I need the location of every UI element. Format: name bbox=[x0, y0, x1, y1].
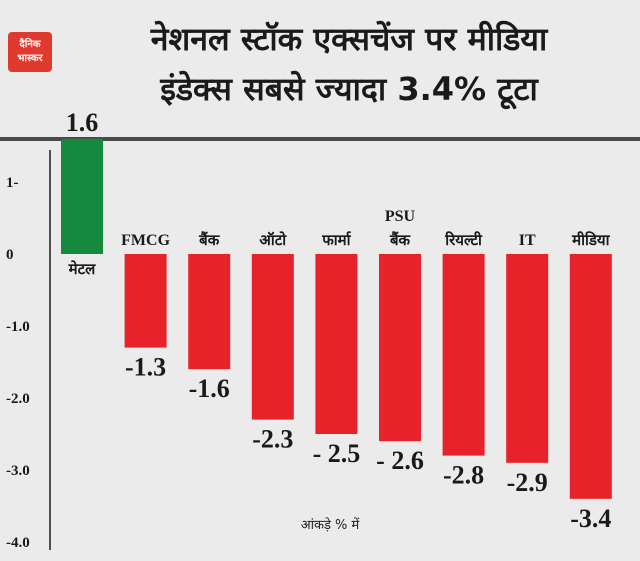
y-tick-label: -2.0 bbox=[6, 391, 30, 407]
bar bbox=[442, 254, 485, 456]
chart-title-line1: नेशनल स्टॉक एक्सचेंज पर मीडिया bbox=[150, 20, 548, 58]
value-label: -1.6 bbox=[189, 374, 230, 403]
chart-title-line2: इंडेक्स सबसे ज्यादा 3.4% टूटा bbox=[160, 70, 538, 108]
value-label: -2.8 bbox=[443, 461, 484, 490]
brand-logo: दैनिक भास्कर bbox=[8, 32, 52, 72]
bar bbox=[124, 254, 167, 348]
category-label: बैंक bbox=[198, 231, 221, 249]
title-divider bbox=[0, 137, 640, 141]
value-label: - 2.6 bbox=[376, 446, 424, 475]
category-label: फार्मा bbox=[321, 231, 351, 249]
value-label: -2.3 bbox=[252, 425, 293, 454]
category-label: मीडिया bbox=[571, 231, 610, 249]
category-label: FMCG bbox=[121, 232, 170, 249]
y-tick-label: -1.0 bbox=[6, 319, 30, 335]
category-label: PSU bbox=[385, 208, 416, 225]
category-label: बैंक bbox=[389, 231, 412, 249]
category-label: ऑटो bbox=[259, 231, 287, 249]
y-tick-label: 1- bbox=[6, 175, 19, 191]
value-label: -2.9 bbox=[507, 468, 548, 497]
bar bbox=[569, 254, 612, 499]
value-label: -3.4 bbox=[570, 504, 611, 533]
bar bbox=[251, 254, 294, 420]
y-tick-label: -4.0 bbox=[6, 535, 30, 551]
logo-text-line1: दैनिक bbox=[19, 39, 41, 50]
bar bbox=[315, 254, 358, 434]
bar bbox=[506, 254, 549, 463]
bar bbox=[188, 254, 231, 370]
category-label: मेटल bbox=[68, 260, 97, 278]
value-label: -1.3 bbox=[125, 353, 166, 382]
category-label: IT bbox=[519, 232, 536, 249]
chart-title: नेशनल स्टॉक एक्सचेंज पर मीडिया इंडेक्स स… bbox=[64, 14, 634, 114]
value-label: 1.6 bbox=[66, 108, 99, 137]
units-footnote: आंकड़े % में bbox=[300, 518, 360, 533]
bar bbox=[379, 254, 421, 442]
logo-text-line2: भास्कर bbox=[17, 53, 43, 64]
bar bbox=[61, 138, 103, 254]
category-label: रियल्टी bbox=[444, 231, 483, 249]
y-tick-label: -3.0 bbox=[6, 463, 30, 479]
y-tick-label: 0 bbox=[6, 247, 14, 263]
value-label: - 2.5 bbox=[313, 439, 361, 468]
